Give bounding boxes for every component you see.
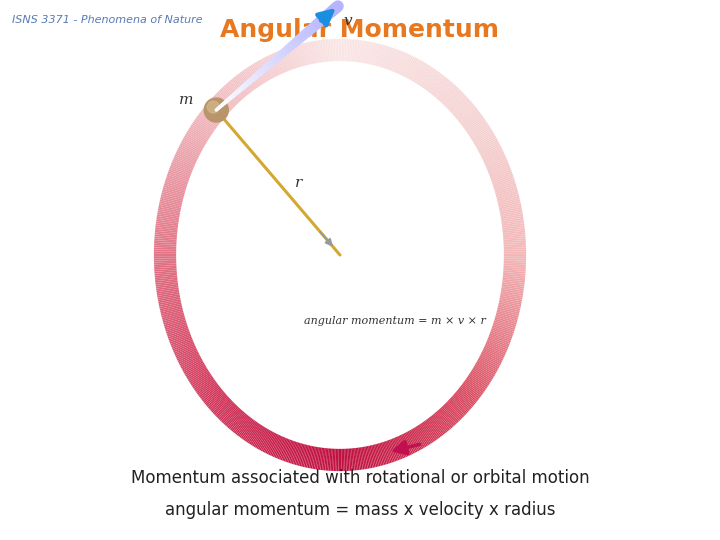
Circle shape [207,101,220,113]
Text: v: v [343,14,352,28]
Text: m: m [179,93,194,107]
Text: angular momentum = mass x velocity x radius: angular momentum = mass x velocity x rad… [165,501,555,519]
Circle shape [204,98,228,122]
Text: Angular Momentum: Angular Momentum [220,18,500,42]
Text: Momentum associated with rotational or orbital motion: Momentum associated with rotational or o… [131,469,589,487]
Text: r: r [294,176,302,190]
Text: angular momentum = m × v × r: angular momentum = m × v × r [304,315,486,326]
Text: ISNS 3371 - Phenomena of Nature: ISNS 3371 - Phenomena of Nature [12,15,202,25]
